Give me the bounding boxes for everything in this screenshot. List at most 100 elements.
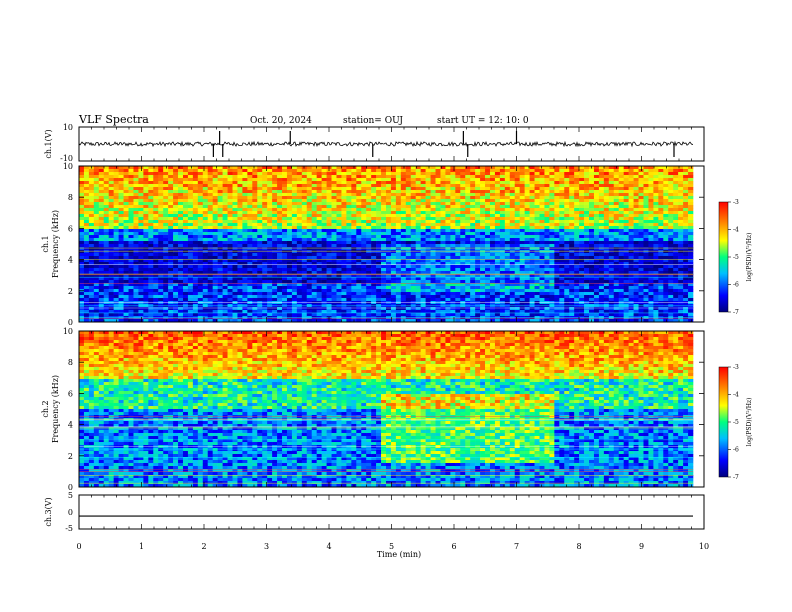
spec1-cell — [118, 229, 124, 233]
spec1-cell — [282, 241, 288, 245]
spec1-cell — [450, 316, 456, 320]
spec1-cell — [158, 283, 164, 287]
spec1-cell — [499, 250, 506, 254]
spec1-cell — [158, 223, 164, 227]
spec1-cell — [336, 280, 342, 284]
spec1-cell — [296, 256, 303, 260]
spec1-cell — [133, 217, 139, 221]
spec1-cell — [425, 316, 431, 320]
spec1-cell — [400, 211, 407, 215]
spec1-cell — [351, 262, 357, 266]
spec1-cell — [98, 253, 105, 257]
spec1-cell — [123, 250, 129, 254]
spec1-cell — [272, 256, 278, 260]
spec1-cell — [504, 298, 511, 302]
spec1-cell — [262, 298, 268, 302]
spec1-cell — [272, 247, 278, 251]
spec1-cell — [504, 277, 511, 281]
spec1-cell — [282, 271, 288, 275]
spec1-cell — [376, 184, 382, 188]
spec1-cell — [321, 265, 327, 269]
spec1-cell — [182, 211, 189, 215]
spec1-cell — [485, 175, 491, 179]
spec1-cell — [430, 319, 436, 323]
spec1-cell — [435, 175, 441, 179]
spec1-cell — [187, 211, 194, 215]
spec1-cell — [247, 211, 253, 215]
spec1-cell — [207, 268, 213, 272]
spec1-cell — [494, 274, 501, 278]
spec1-cell — [227, 208, 233, 212]
spec1-cell — [98, 289, 105, 293]
spec1-cell — [88, 310, 95, 314]
spec1-cell — [321, 223, 327, 227]
spec1-cell — [386, 289, 392, 293]
spec1-cell — [499, 172, 506, 176]
spec1-cell — [103, 181, 110, 185]
spec1-cell — [148, 289, 154, 293]
spec1-cell — [98, 202, 105, 206]
spec1-cell — [326, 181, 332, 185]
spec1-cell — [197, 259, 204, 263]
spec1-cell — [435, 277, 441, 281]
spec1-cell — [460, 310, 466, 314]
spec1-cell — [158, 172, 164, 176]
spec1-cell — [143, 217, 149, 221]
spec1-cell — [168, 205, 174, 209]
spec1-cell — [168, 187, 174, 191]
spec1-cell — [143, 166, 149, 170]
spec1-cell — [222, 283, 228, 287]
spec1-cell — [227, 265, 233, 269]
spec1-cell — [262, 241, 268, 245]
spec1-cell — [88, 271, 95, 275]
spec1-cell — [316, 271, 322, 275]
spec1-cell — [98, 277, 105, 281]
spec1-cell — [286, 262, 293, 266]
spec1-cell — [341, 184, 347, 188]
spec1-cell — [143, 259, 149, 263]
spec1-cell — [455, 319, 461, 323]
spec1-cell — [158, 232, 164, 236]
spec1-cell — [158, 274, 164, 278]
spec1-cell — [262, 190, 268, 194]
spec1-cell — [291, 262, 298, 266]
spec1-cell — [321, 193, 327, 197]
spec1-cell — [509, 283, 516, 287]
spec1-cell — [376, 187, 382, 191]
spec1-cell — [192, 319, 199, 323]
spec1-cell — [341, 244, 347, 248]
spec1-cell — [410, 310, 417, 314]
spec1-cell — [296, 286, 303, 290]
spec1-cell — [272, 313, 278, 317]
spec1-cell — [341, 196, 347, 200]
spec1-cell — [148, 268, 154, 272]
spec1-cell — [182, 235, 189, 239]
spec1-cell — [83, 166, 90, 170]
spec1-cell — [371, 235, 377, 239]
spec1-cell — [544, 253, 550, 257]
spec1-cell — [212, 253, 218, 257]
spec1-cell — [222, 274, 228, 278]
spec1-cell — [376, 223, 382, 227]
spec1-cell — [455, 265, 461, 269]
spec1-cell — [529, 277, 535, 281]
spec1-cell — [192, 310, 199, 314]
spec1-cell — [123, 220, 129, 224]
spec1-cell — [242, 298, 248, 302]
spec1-cell — [83, 313, 90, 317]
spec1-cell — [430, 214, 436, 218]
spec1-cell — [341, 178, 347, 182]
spec1-cell — [400, 226, 407, 230]
spec1-cell — [346, 241, 352, 245]
spec1-cell — [182, 271, 189, 275]
spec1-cell — [489, 184, 496, 188]
spec1-cell — [480, 193, 486, 197]
spec1-cell — [118, 253, 124, 257]
spec1-cell — [197, 205, 204, 209]
spec1-cell — [514, 256, 520, 260]
spec1-cell — [440, 307, 446, 311]
spec1-cell — [346, 205, 352, 209]
spec1-cell — [514, 229, 520, 233]
spec1-cell — [242, 307, 248, 311]
spec1-cell — [376, 175, 382, 179]
